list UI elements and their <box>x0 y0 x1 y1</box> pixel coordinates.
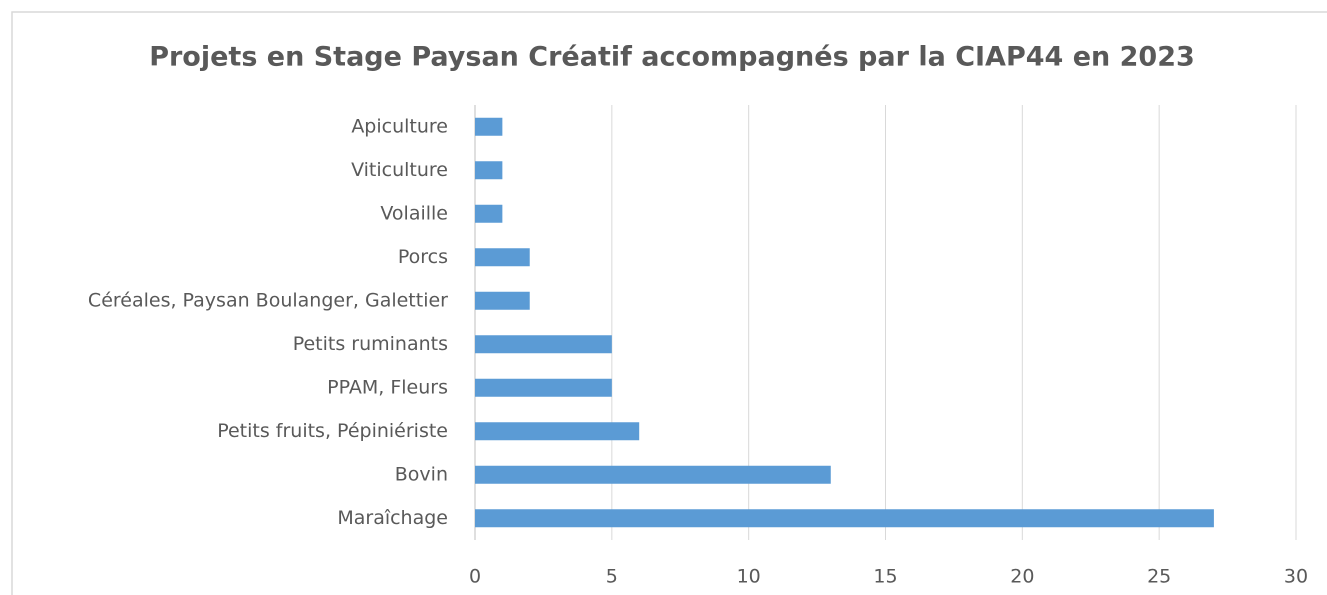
x-tick-label: 15 <box>873 566 897 588</box>
y-tick-label: Apiculture <box>351 115 448 137</box>
bar <box>475 291 530 310</box>
chart-frame <box>11 11 1327 595</box>
y-tick-label: Céréales, Paysan Boulanger, Galettier <box>88 289 448 311</box>
bar <box>475 204 503 223</box>
bar <box>475 422 640 441</box>
y-tick-label: Volaille <box>380 202 448 224</box>
y-tick-label: PPAM, Fleurs <box>327 376 448 398</box>
y-tick-label: Maraîchage <box>337 507 448 529</box>
bar <box>475 117 503 136</box>
x-tick-label: 0 <box>469 566 481 588</box>
bar <box>475 378 612 397</box>
y-tick-label: Bovin <box>395 463 448 485</box>
x-tick-label: 25 <box>1147 566 1171 588</box>
x-tick-label: 20 <box>1010 566 1034 588</box>
y-tick-label: Petits ruminants <box>293 333 448 355</box>
x-tick-label: 5 <box>606 566 618 588</box>
x-tick-label: 10 <box>737 566 761 588</box>
bar <box>475 465 831 484</box>
bar <box>475 248 530 267</box>
x-tick-label: 30 <box>1284 566 1308 588</box>
y-tick-label: Petits fruits, Pépiniériste <box>217 420 448 442</box>
y-tick-label: Viticulture <box>351 159 448 181</box>
chart-title: Projets en Stage Paysan Créatif accompag… <box>149 42 1195 73</box>
bar <box>475 161 503 180</box>
y-tick-label: Porcs <box>398 246 448 268</box>
bar <box>475 509 1214 528</box>
bar <box>475 335 612 354</box>
